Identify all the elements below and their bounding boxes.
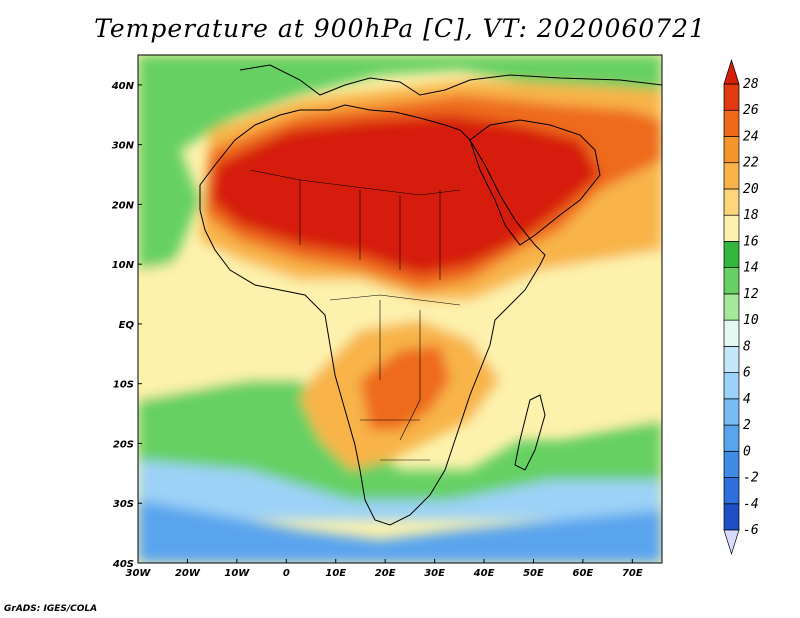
colorbar-swatch bbox=[723, 372, 740, 400]
lat-tick-label: 20N bbox=[112, 200, 135, 211]
colorbar-label: 12 bbox=[743, 287, 759, 302]
lat-tick-label: EQ bbox=[119, 320, 135, 331]
colorbar-swatch bbox=[723, 398, 740, 426]
africa-coastline bbox=[199, 104, 546, 526]
colorbar-swatch bbox=[723, 188, 740, 216]
lat-tick-label: 40N bbox=[111, 81, 135, 92]
colorbar-label: -2 bbox=[743, 471, 759, 486]
chart-title: Temperature at 900hPa [C], VT: 202006072… bbox=[94, 14, 706, 43]
lon-tick-label: 20E bbox=[375, 568, 396, 579]
field-north-green bbox=[138, 55, 662, 180]
field-west-ocean bbox=[138, 150, 200, 300]
colorbar-label: 22 bbox=[743, 156, 759, 171]
lon-tick-label: 30E bbox=[424, 568, 445, 579]
field-hottest bbox=[210, 115, 600, 275]
lat-axis: 40N 30N 20N 10N EQ 10S 20S 30S 40S bbox=[111, 81, 142, 570]
colorbar-swatch bbox=[723, 319, 740, 347]
colorbar-swatch bbox=[723, 162, 740, 190]
lon-axis: 30W 20W 10W 0 10E 20E 30E 40E 50E 60E 70E bbox=[126, 559, 643, 579]
lon-tick-label: 60E bbox=[573, 568, 594, 579]
colorbar-label: 4 bbox=[743, 392, 751, 407]
lat-tick-label: 10S bbox=[113, 380, 134, 391]
colorbar-over-triangle bbox=[723, 58, 740, 85]
madagascar-coastline bbox=[514, 394, 546, 471]
europe-coastline bbox=[239, 64, 662, 96]
colorbar-label: 8 bbox=[743, 339, 751, 354]
lat-tick-label: 30N bbox=[112, 141, 135, 152]
colorbar-label: 10 bbox=[743, 313, 759, 328]
colorbar-label: 24 bbox=[743, 129, 759, 144]
colorbar-swatch bbox=[723, 136, 740, 164]
colorbar-swatch bbox=[723, 346, 740, 373]
lat-tick-label: 20S bbox=[113, 439, 134, 450]
colorbar-swatch bbox=[723, 477, 740, 505]
colorbar-label: 28 bbox=[743, 77, 759, 92]
temperature-field bbox=[138, 55, 662, 563]
grads-credit: GrADS: IGES/COLA bbox=[4, 604, 98, 614]
field-south-light bbox=[138, 460, 662, 520]
inner-borders bbox=[249, 169, 461, 461]
lon-tick-label: 50E bbox=[523, 568, 544, 579]
colorbar-swatch bbox=[723, 83, 740, 111]
colorbar-swatch bbox=[723, 214, 740, 242]
colorbar-label: 0 bbox=[743, 444, 751, 459]
map-frame bbox=[137, 54, 663, 564]
lon-tick-label: 10E bbox=[325, 568, 346, 579]
lat-tick-label: 40S bbox=[112, 559, 134, 570]
coastlines bbox=[199, 64, 662, 526]
colorbar-swatch bbox=[723, 267, 740, 295]
colorbar-label: 6 bbox=[743, 366, 751, 381]
colorbar-label: -6 bbox=[743, 523, 759, 538]
colorbar-label: 2 bbox=[743, 418, 751, 433]
lon-tick-label: 10W bbox=[224, 568, 250, 579]
field-south-blue bbox=[138, 500, 662, 563]
colorbar-swatch bbox=[723, 293, 740, 321]
colorbar-under-triangle bbox=[723, 529, 740, 556]
colorbar-label: 20 bbox=[743, 182, 759, 197]
lon-tick-label: 0 bbox=[283, 568, 290, 579]
colorbar-label: 14 bbox=[743, 261, 759, 276]
colorbar-swatch bbox=[723, 109, 740, 137]
arabia-coastline bbox=[469, 119, 601, 246]
lat-tick-label: 10N bbox=[112, 260, 135, 271]
colorbar-swatch bbox=[723, 450, 740, 478]
colorbar-swatch bbox=[723, 503, 740, 531]
lon-tick-label: 20W bbox=[175, 568, 201, 579]
lon-tick-label: 30W bbox=[126, 568, 152, 579]
field-hot-south bbox=[360, 345, 450, 430]
field-south-green bbox=[138, 380, 662, 500]
colorbar-label: 16 bbox=[743, 234, 759, 249]
colorbar-label: 18 bbox=[743, 208, 759, 223]
lat-tick-label: 30S bbox=[113, 499, 134, 510]
lon-tick-label: 70E bbox=[622, 568, 643, 579]
colorbar-label: -4 bbox=[743, 497, 759, 512]
lon-tick-label: 40E bbox=[473, 568, 495, 579]
colorbar-label: 26 bbox=[743, 103, 759, 118]
colorbar-swatch bbox=[723, 241, 740, 268]
colorbar-swatch bbox=[723, 424, 740, 452]
